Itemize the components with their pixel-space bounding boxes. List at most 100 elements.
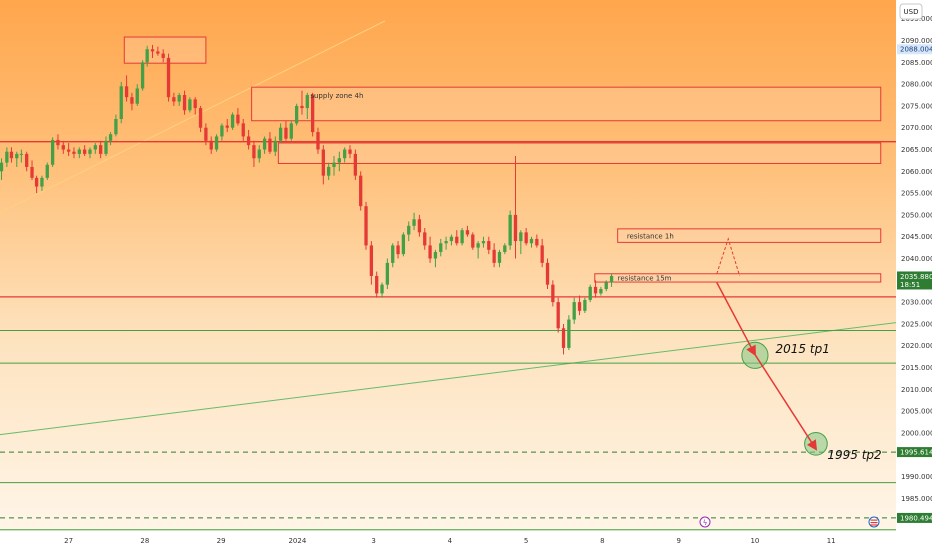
candle — [556, 297, 560, 333]
candle-body — [204, 127, 208, 141]
y-tick-label: 2010.000 — [901, 386, 932, 394]
price-badge: 2088.004 — [897, 44, 932, 55]
candle-body — [529, 238, 534, 244]
candle — [567, 315, 571, 351]
candle — [108, 132, 113, 146]
svg-text:ϟ: ϟ — [703, 519, 708, 527]
candle — [50, 137, 55, 167]
time-axis-panel — [0, 531, 896, 550]
candle — [172, 92, 176, 106]
candle — [609, 273, 614, 287]
candle-body — [61, 145, 65, 150]
candle — [204, 123, 208, 146]
candle-body — [19, 153, 24, 155]
candle-body — [140, 62, 145, 89]
candle-body — [166, 57, 171, 98]
candle — [535, 234, 539, 248]
price-badge-label: 1995.614 — [900, 449, 932, 457]
candle — [529, 236, 534, 248]
candle — [124, 75, 129, 102]
candle — [417, 214, 422, 237]
candle — [82, 145, 87, 157]
candle — [337, 151, 341, 172]
candle — [252, 140, 256, 167]
candle-body — [327, 166, 331, 176]
y-tick-label: 2000.000 — [901, 429, 932, 437]
candle — [449, 234, 454, 246]
candle-body — [77, 149, 81, 154]
currency-button[interactable]: USD — [899, 3, 923, 20]
supply-zone-label: supply zone 4h — [310, 92, 363, 100]
candle-body — [93, 145, 97, 150]
candle-body — [439, 243, 443, 252]
candle — [15, 151, 19, 167]
y-tick-label: 1990.000 — [901, 473, 932, 481]
candle-body — [412, 219, 416, 226]
candle — [540, 238, 544, 268]
candle — [577, 295, 582, 316]
candle — [104, 136, 108, 157]
candle-body — [497, 251, 502, 263]
candle-body — [156, 51, 160, 54]
price-badge-bg — [897, 271, 932, 290]
x-tick-label: 28 — [140, 537, 149, 545]
candle — [604, 280, 608, 292]
candle-body — [198, 108, 203, 128]
candle-body — [577, 302, 582, 311]
zone-box — [277, 142, 882, 164]
candle — [278, 123, 283, 143]
y-tick-label: 1985.000 — [901, 495, 932, 503]
price-badge-label: 1980.494 — [900, 514, 932, 522]
candle-body — [294, 105, 299, 124]
candle-body — [396, 245, 400, 255]
candle-body — [130, 97, 134, 104]
arrow-line — [716, 282, 756, 357]
y-tick-label: 2070.000 — [901, 124, 932, 132]
candle — [599, 286, 603, 296]
flag-icon[interactable] — [868, 516, 880, 528]
resistance-15m-label: resistance 15m — [618, 274, 672, 282]
x-tick-label: 10 — [750, 537, 759, 545]
candle-body — [246, 136, 251, 146]
x-tick-label: 5 — [524, 537, 528, 545]
candle-body — [172, 97, 176, 102]
candle-body — [487, 241, 491, 250]
candle-body — [471, 234, 475, 248]
candle — [321, 145, 325, 185]
y-tick-label: 2080.000 — [901, 81, 932, 89]
candle — [25, 151, 29, 172]
candle-body — [124, 86, 129, 98]
candle-body — [508, 214, 512, 246]
candle — [332, 156, 336, 176]
candle-body — [300, 105, 304, 109]
candle-body — [25, 153, 29, 167]
x-tick-label: 2024 — [288, 537, 306, 545]
candle-body — [66, 149, 71, 152]
price-badge-label: 2035.880 — [900, 273, 932, 281]
candle — [177, 92, 181, 106]
candle-body — [545, 262, 550, 285]
candle — [327, 162, 331, 181]
price-badge-bg — [897, 512, 932, 523]
event-icon[interactable]: ϟ — [699, 516, 711, 528]
candle-body — [321, 149, 325, 176]
candle — [476, 241, 480, 259]
candle — [316, 127, 320, 154]
projection-path — [716, 237, 828, 456]
price-badge-bg — [897, 447, 932, 458]
x-tick-label: 27 — [64, 537, 73, 545]
candle-body — [604, 282, 608, 290]
y-tick-label: 2020.000 — [901, 342, 932, 350]
candle-body — [375, 275, 379, 294]
candle-body — [444, 241, 448, 244]
candle-body — [262, 138, 267, 150]
candle-body — [241, 123, 245, 137]
candle-body — [268, 138, 272, 152]
candle-body — [193, 99, 197, 109]
candle — [396, 241, 400, 259]
candle — [119, 81, 123, 124]
candle — [30, 160, 34, 181]
candle — [300, 90, 304, 115]
candle-body — [359, 175, 363, 207]
